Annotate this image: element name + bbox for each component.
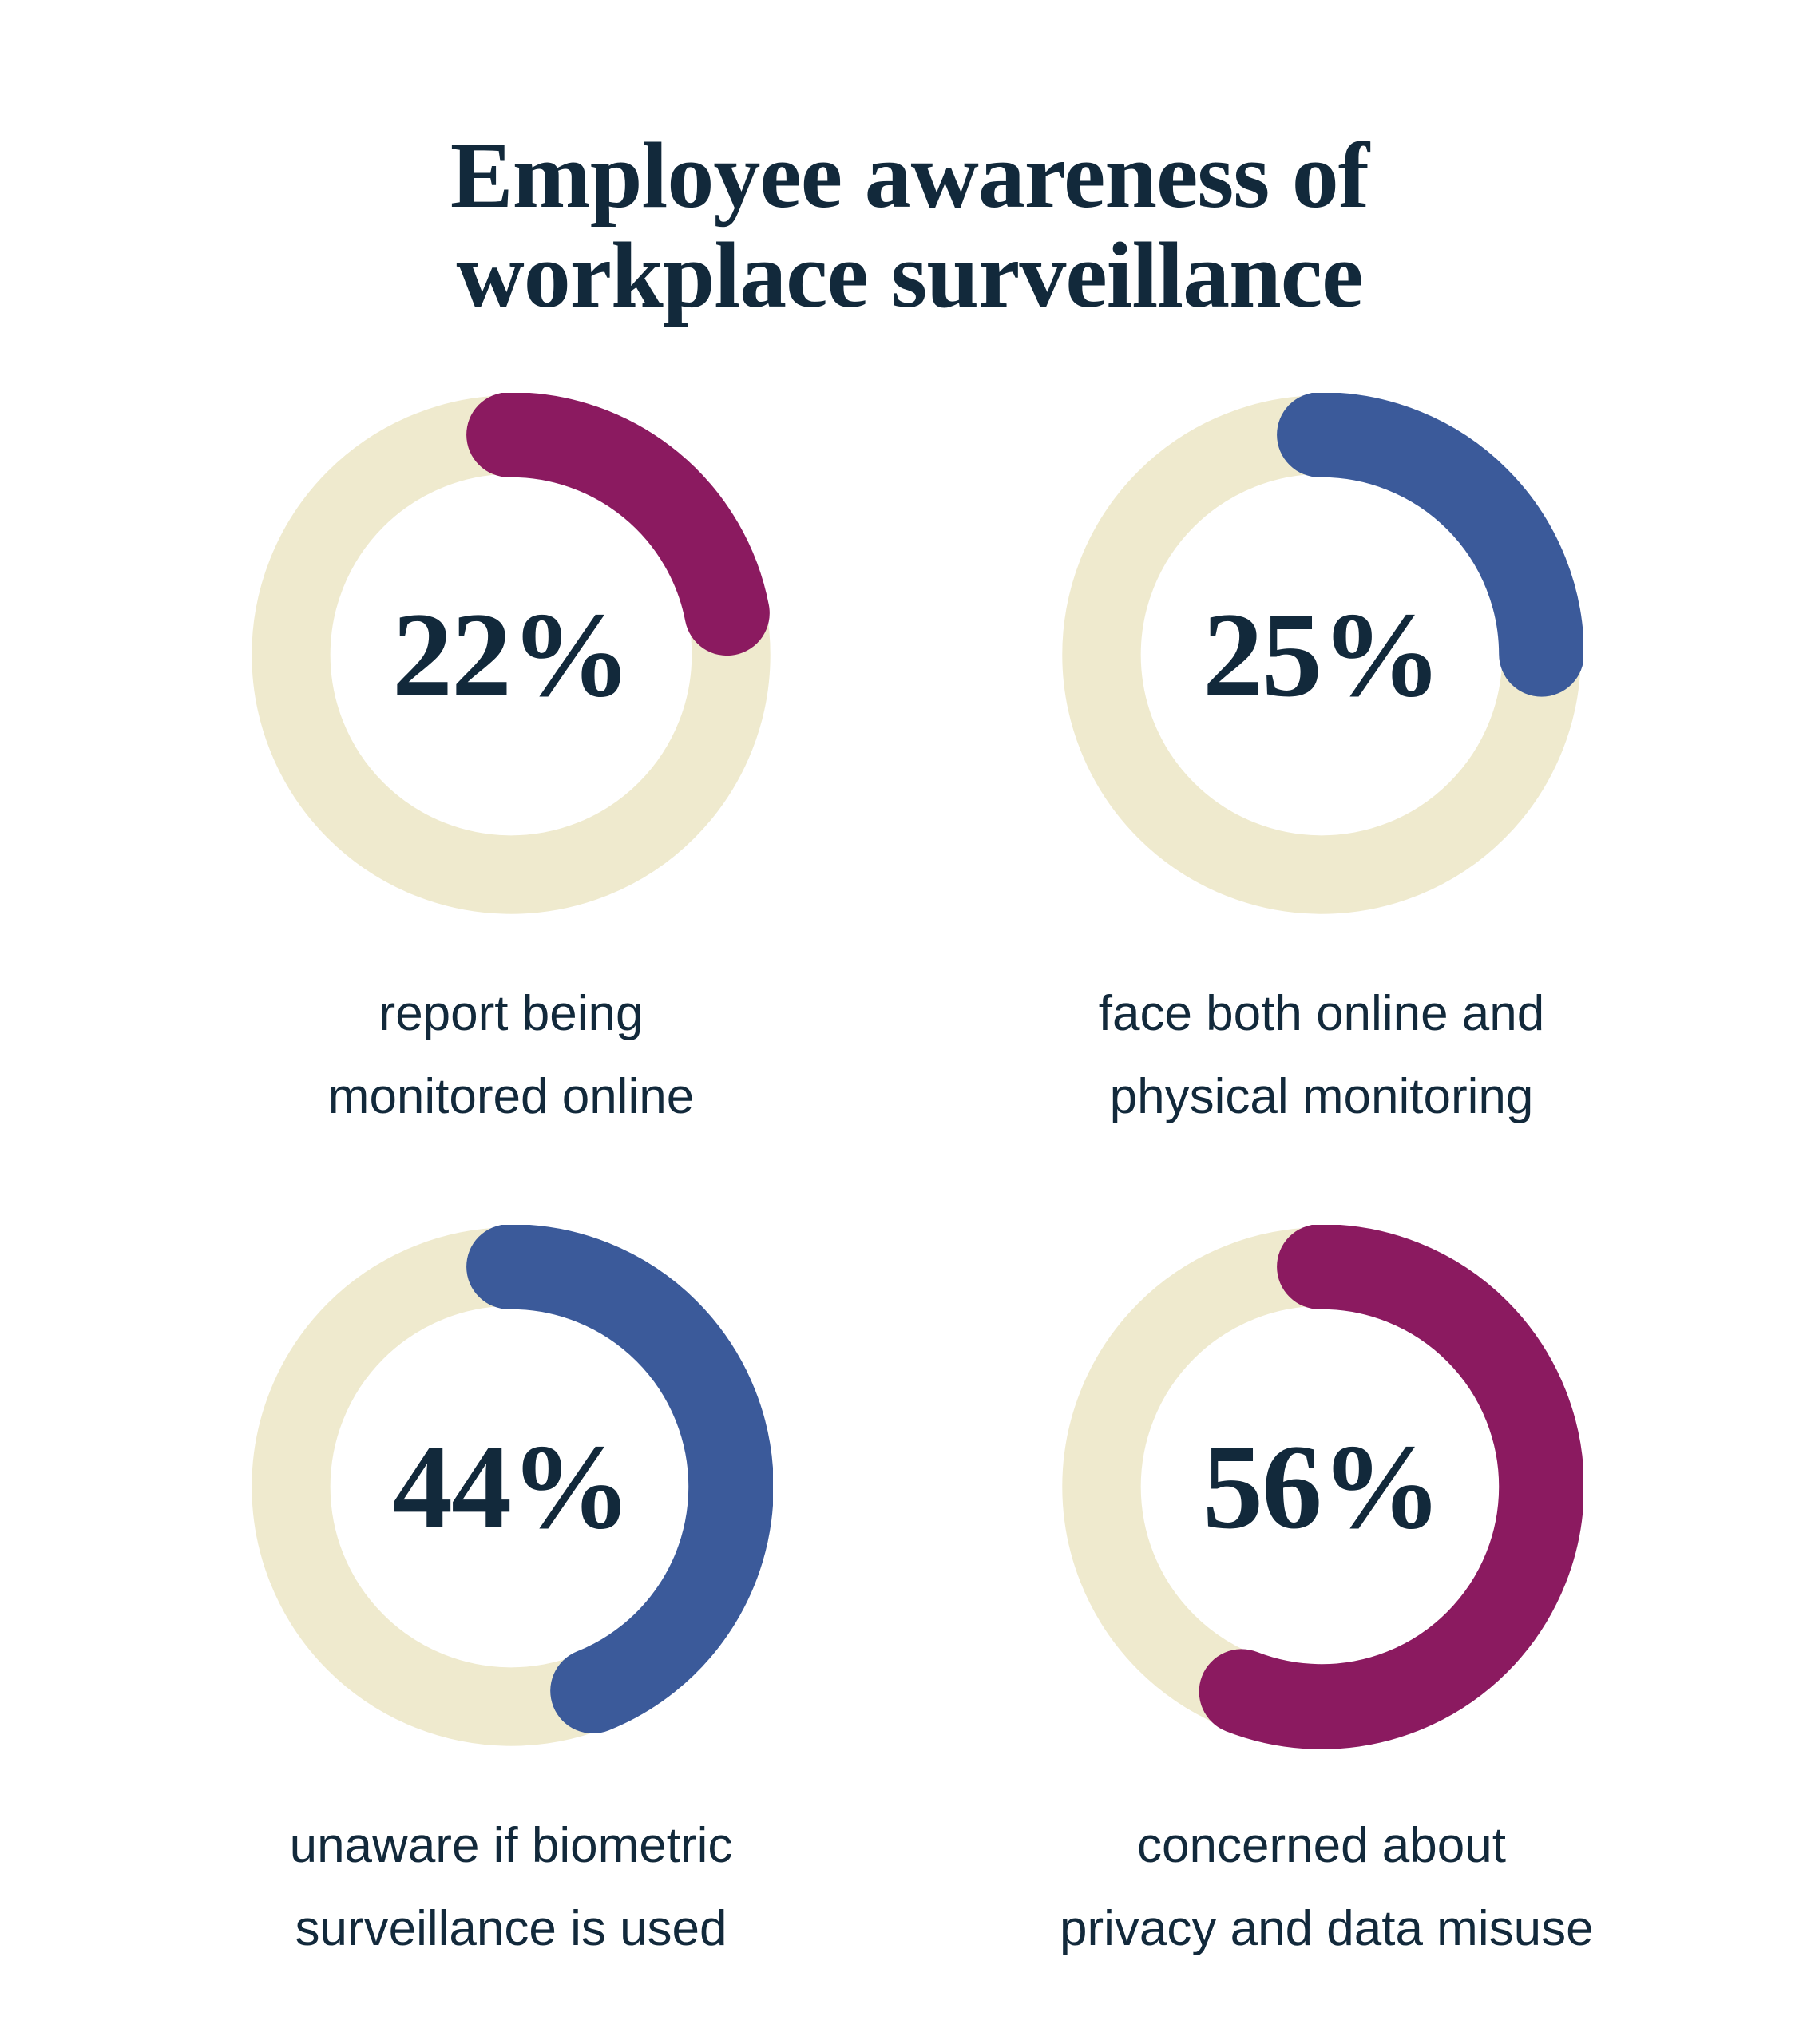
donut-svg — [249, 1225, 773, 1749]
donut-chart: 56% — [1060, 1225, 1583, 1749]
donut-progress-arc — [249, 393, 773, 917]
stat-caption-line-2: privacy and data misuse — [1060, 1901, 1594, 1957]
stat-card-online-and-physical: 25% face both online and physical monito… — [1060, 393, 1583, 1139]
donut-progress-arc — [1060, 393, 1583, 917]
stat-card-monitored-online: 22% report being monitored online — [249, 393, 773, 1139]
stat-card-biometric-unaware: 44% unaware if biometric surveillance is… — [249, 1225, 773, 1971]
stat-caption: unaware if biometric surveillance is use… — [249, 1804, 773, 1971]
stat-caption-line-2: monitored online — [327, 1069, 695, 1125]
donut-chart: 22% — [249, 393, 773, 917]
stat-caption: concerned about privacy and data misuse — [1060, 1804, 1594, 1971]
stat-caption-line-2: surveillance is used — [295, 1901, 727, 1957]
page-title-line-2: workplace surveillance — [456, 223, 1364, 328]
donut-progress-arc — [249, 1225, 773, 1749]
stat-caption-line-1: concerned about — [1137, 1818, 1506, 1873]
stat-caption: report being monitored online — [249, 972, 773, 1139]
donut-svg — [1060, 1225, 1583, 1749]
stat-caption-line-1: report being — [378, 986, 644, 1041]
page-title-line-1: Employee awareness of — [450, 123, 1369, 228]
donut-svg — [249, 393, 773, 917]
donut-svg — [1060, 393, 1583, 917]
stat-card-privacy-concern: 56% concerned about privacy and data mis… — [1060, 1225, 1594, 1971]
stat-caption-line-2: physical monitoring — [1109, 1069, 1534, 1125]
donut-chart: 44% — [249, 1225, 773, 1749]
donut-progress-arc — [1060, 1225, 1583, 1749]
stat-caption: face both online and physical monitoring — [1060, 972, 1583, 1139]
donut-chart: 25% — [1060, 393, 1583, 917]
page-title: Employee awareness of workplace surveill… — [0, 125, 1819, 325]
stat-caption-line-1: unaware if biometric — [289, 1818, 733, 1873]
stat-caption-line-1: face both online and — [1098, 986, 1545, 1041]
